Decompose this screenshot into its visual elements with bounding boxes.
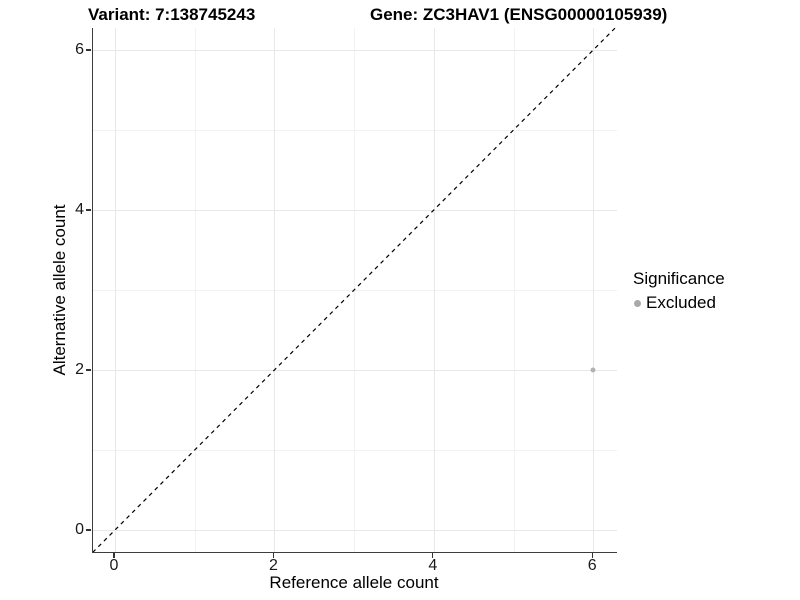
x-axis-title: Reference allele count — [269, 573, 439, 592]
y-tick-label: 0 — [75, 521, 84, 538]
legend-entry: Excluded — [631, 293, 725, 313]
x-tick-label: 6 — [587, 557, 597, 574]
y-tick-label: 6 — [75, 41, 84, 58]
y-axis-title: Alternative allele count — [50, 204, 69, 376]
plot-panel — [92, 28, 617, 553]
x-tick-mark — [591, 553, 593, 558]
y-gridline — [93, 530, 617, 531]
x-gridline — [274, 28, 276, 552]
data-point-excluded — [590, 367, 596, 373]
y-gridline — [93, 210, 617, 211]
minor-y-gridline — [93, 450, 617, 451]
x-tick-mark — [272, 553, 275, 558]
legend-swatch-dot — [634, 299, 641, 307]
x-tick-label: 0 — [109, 557, 119, 574]
x-tick-label: 2 — [268, 557, 278, 574]
legend-entry-label: Excluded — [646, 293, 716, 312]
y-tick-mark — [86, 49, 91, 51]
legend-title: Significance — [633, 269, 725, 288]
identity-dashed-line — [93, 28, 616, 552]
plot-title-variant: Variant: 7:138745243 — [88, 5, 256, 24]
y-gridline — [93, 370, 617, 371]
minor-y-gridline — [93, 130, 617, 131]
x-tick-mark — [432, 553, 434, 558]
y-tick-label: 2 — [75, 361, 84, 378]
y-tick-label: 4 — [75, 201, 84, 218]
x-gridline — [115, 28, 116, 552]
y-tick-mark — [86, 369, 91, 371]
x-gridline — [433, 28, 435, 552]
x-tick-mark — [113, 553, 115, 558]
x-gridline — [593, 28, 595, 552]
y-tick-mark — [86, 209, 91, 211]
x-tick-label: 4 — [428, 557, 438, 574]
legend-entries: Excluded — [631, 293, 725, 313]
plot-title-gene: Gene: ZC3HAV1 (ENSG00000105939) — [370, 5, 668, 24]
minor-y-gridline — [93, 290, 617, 291]
y-tick-mark — [86, 529, 91, 531]
y-gridline — [93, 50, 617, 51]
legend: Significance Excluded — [631, 269, 725, 313]
